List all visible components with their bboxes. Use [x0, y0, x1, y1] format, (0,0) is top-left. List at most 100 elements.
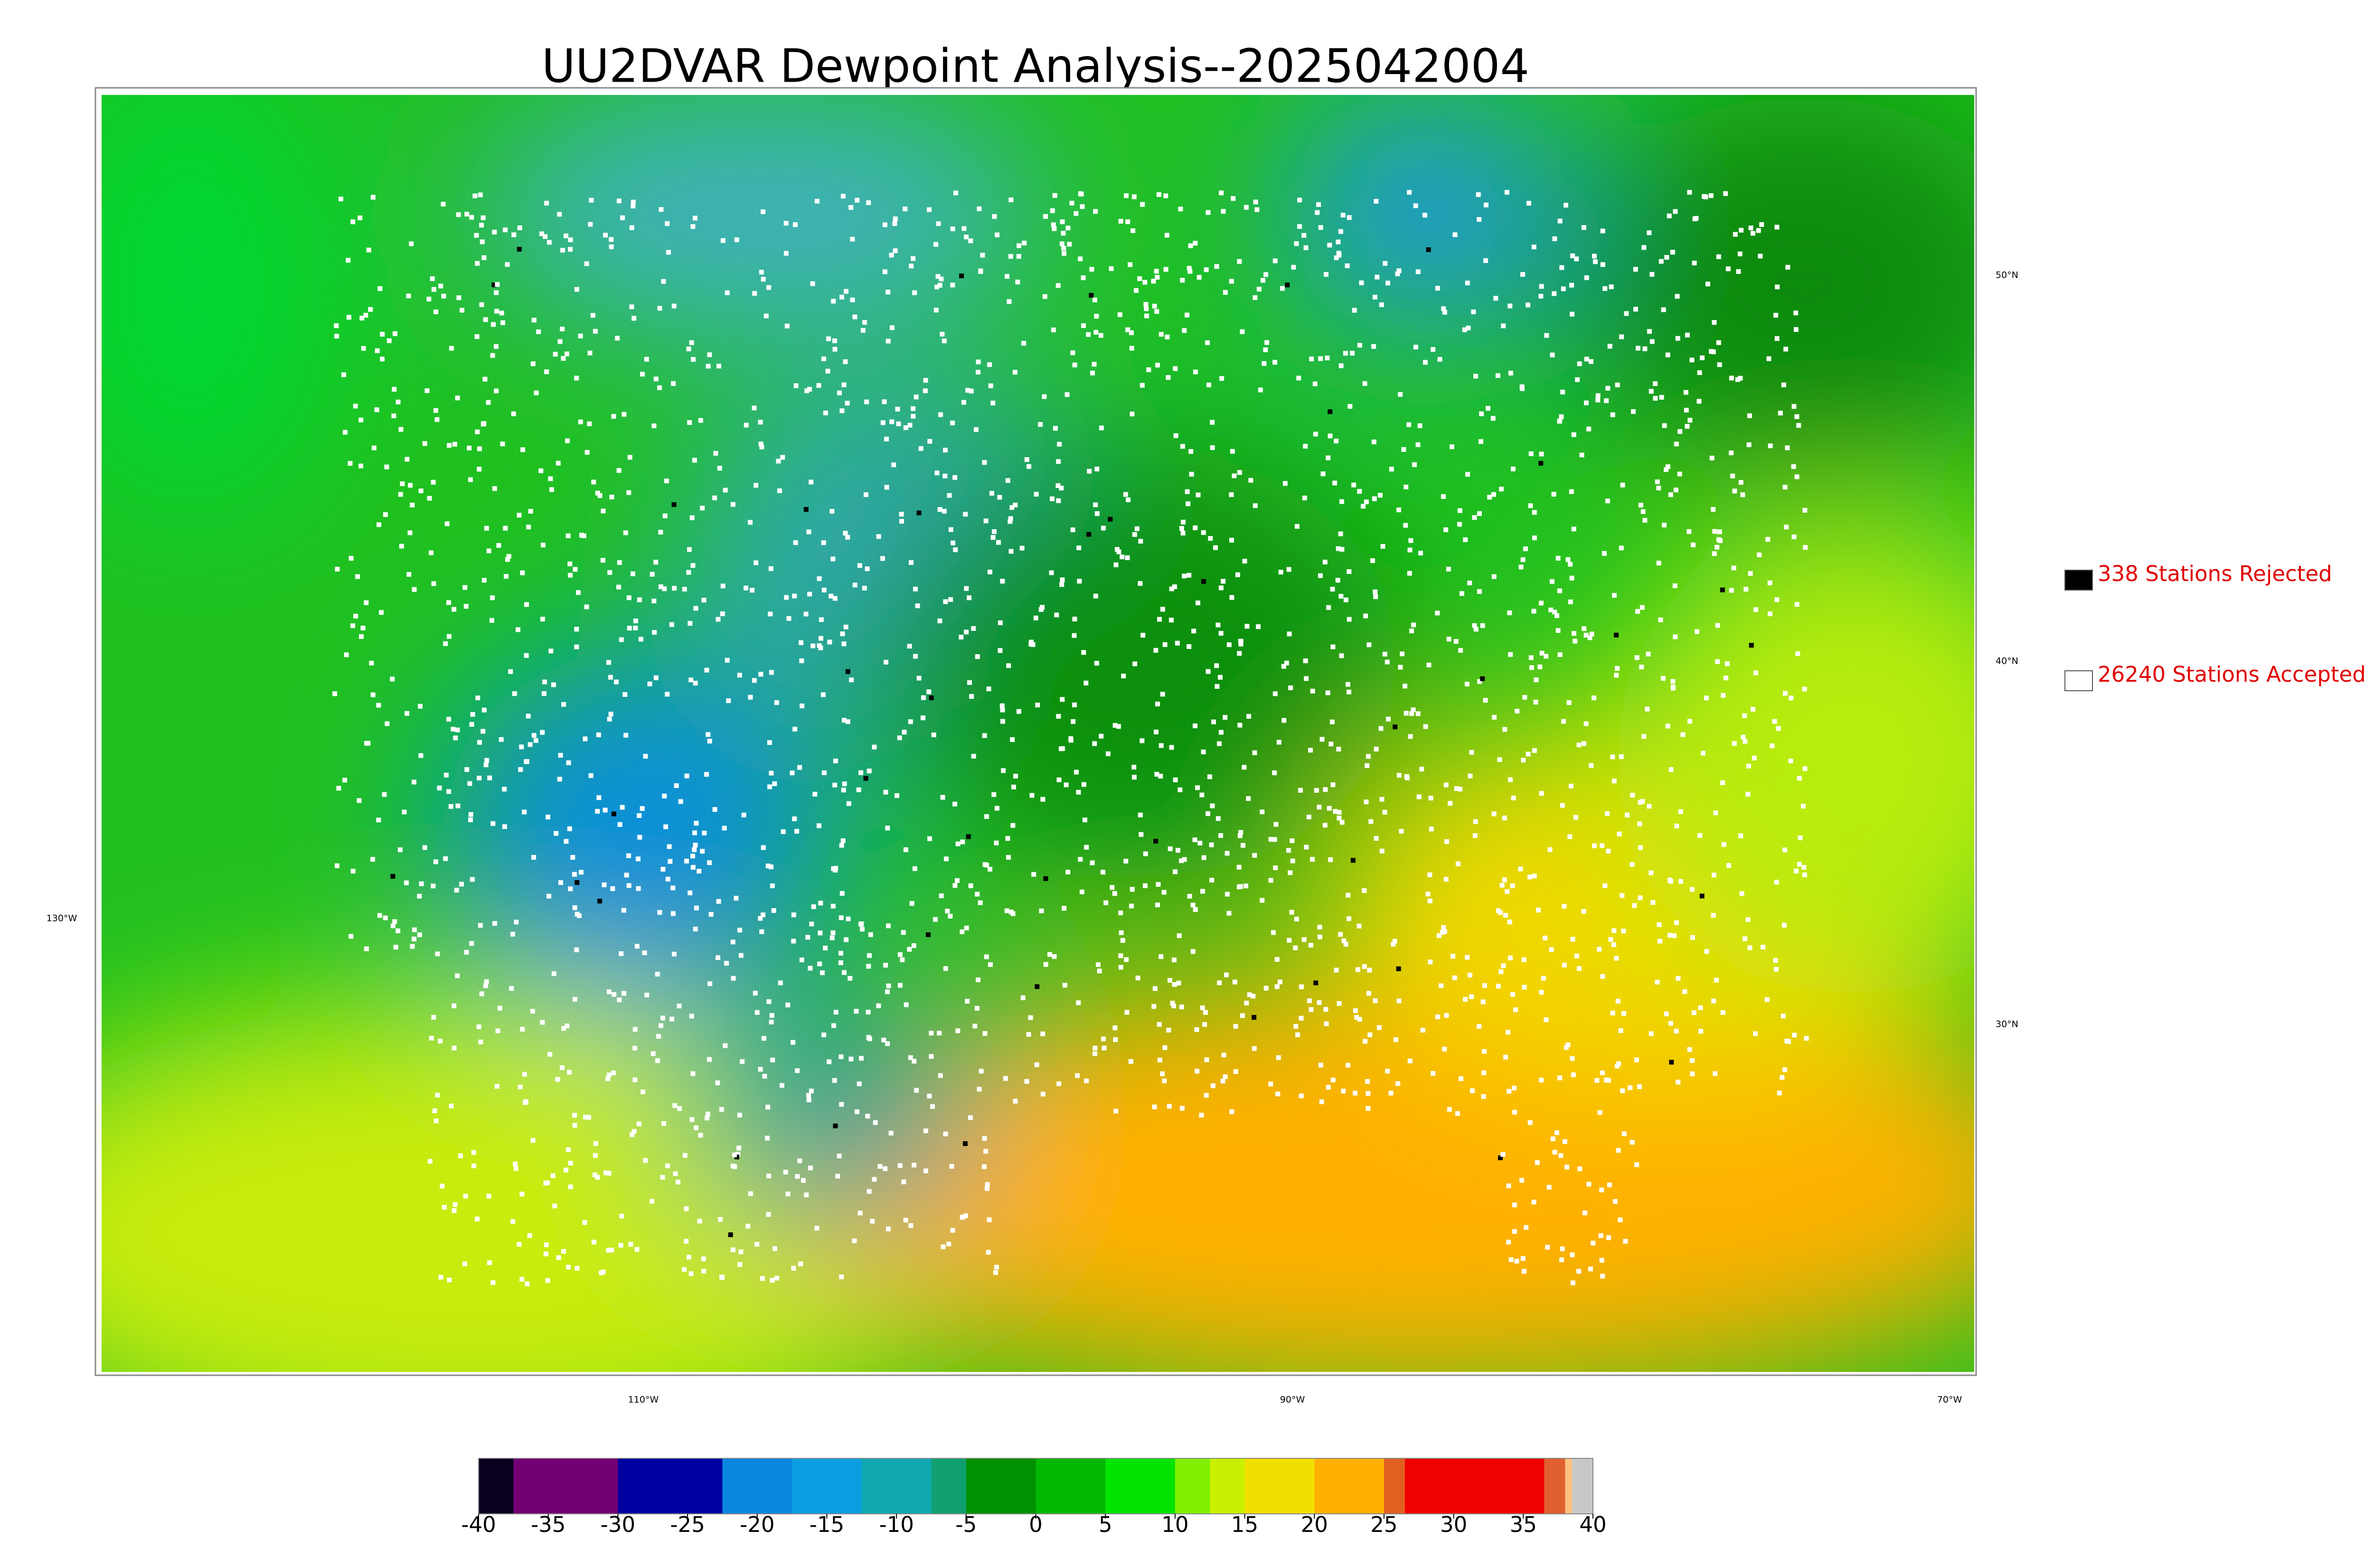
station — [1476, 192, 1481, 197]
station — [592, 1173, 597, 1178]
station — [765, 864, 771, 869]
station — [744, 423, 749, 428]
station — [360, 625, 366, 630]
station — [795, 1174, 800, 1179]
station — [472, 193, 478, 198]
station — [519, 744, 524, 750]
station — [1373, 589, 1378, 594]
station — [1773, 313, 1779, 318]
station — [1215, 684, 1220, 689]
station — [1404, 484, 1409, 489]
station — [495, 282, 500, 287]
station — [1051, 327, 1056, 332]
station — [1297, 197, 1302, 203]
station — [1427, 898, 1432, 903]
station — [671, 303, 677, 309]
station — [797, 1158, 802, 1164]
station — [993, 1270, 999, 1275]
station — [1133, 288, 1139, 293]
station — [1444, 839, 1450, 844]
station — [1320, 471, 1326, 477]
title: UU2DVAR Dewpoint Analysis--2025042004 — [542, 39, 1529, 93]
station — [1343, 351, 1348, 356]
station — [1558, 1153, 1564, 1158]
station — [1773, 967, 1779, 972]
station — [948, 597, 953, 602]
station — [1504, 190, 1509, 195]
station — [758, 420, 763, 425]
station — [1619, 545, 1624, 551]
station — [1293, 945, 1298, 950]
station — [968, 238, 973, 244]
station — [443, 856, 448, 861]
station — [1698, 1005, 1703, 1010]
station — [1303, 245, 1309, 250]
colorbar: -40 -35 -30 -25 -20 -15 -10 -5 0 5 10 15 20 25 30 35 40 — [461, 1458, 1607, 1537]
station — [848, 1056, 854, 1061]
station — [1781, 382, 1786, 387]
station — [586, 1115, 592, 1120]
station — [1286, 848, 1291, 853]
station — [1131, 775, 1137, 780]
station — [1238, 638, 1243, 644]
station — [1295, 1032, 1300, 1037]
station — [1662, 523, 1667, 528]
station — [620, 215, 625, 220]
station — [486, 1193, 491, 1199]
station — [1196, 492, 1201, 498]
station — [1742, 713, 1747, 718]
station — [1783, 347, 1789, 352]
station — [1490, 416, 1496, 421]
station — [748, 695, 753, 700]
station — [1548, 607, 1554, 612]
station — [818, 636, 823, 641]
station — [845, 669, 850, 674]
station — [1638, 895, 1643, 901]
station — [1204, 1093, 1209, 1098]
station — [1630, 793, 1635, 798]
station — [1789, 695, 1794, 701]
station — [716, 955, 721, 960]
station — [568, 247, 573, 252]
station — [1317, 925, 1322, 930]
station — [620, 805, 625, 810]
station — [921, 695, 926, 700]
station — [1072, 362, 1077, 367]
station — [770, 883, 775, 888]
station — [1564, 1164, 1569, 1170]
station — [927, 836, 933, 841]
station — [1131, 194, 1137, 199]
station — [772, 781, 777, 786]
station — [1576, 742, 1582, 748]
station — [1140, 383, 1145, 388]
station — [636, 886, 641, 891]
station — [1527, 874, 1532, 880]
station — [698, 418, 703, 423]
station — [731, 976, 736, 981]
station — [867, 769, 872, 774]
station — [918, 446, 923, 451]
station — [778, 980, 783, 986]
station — [632, 1045, 638, 1051]
station — [1647, 804, 1652, 809]
station — [504, 574, 509, 579]
station — [971, 753, 976, 759]
station — [1459, 591, 1464, 596]
station — [1341, 1089, 1346, 1094]
station — [1531, 1200, 1536, 1205]
station — [870, 1219, 875, 1224]
station — [965, 999, 970, 1004]
station — [1167, 1104, 1172, 1109]
station — [1711, 507, 1716, 512]
station — [1483, 202, 1488, 207]
station — [809, 479, 814, 485]
station — [431, 581, 436, 586]
station — [1309, 357, 1314, 362]
station — [1065, 392, 1070, 397]
station — [358, 634, 364, 639]
station — [669, 1016, 675, 1022]
station — [1195, 785, 1200, 790]
station — [1353, 1090, 1358, 1096]
station — [503, 227, 508, 233]
station — [715, 1080, 720, 1086]
